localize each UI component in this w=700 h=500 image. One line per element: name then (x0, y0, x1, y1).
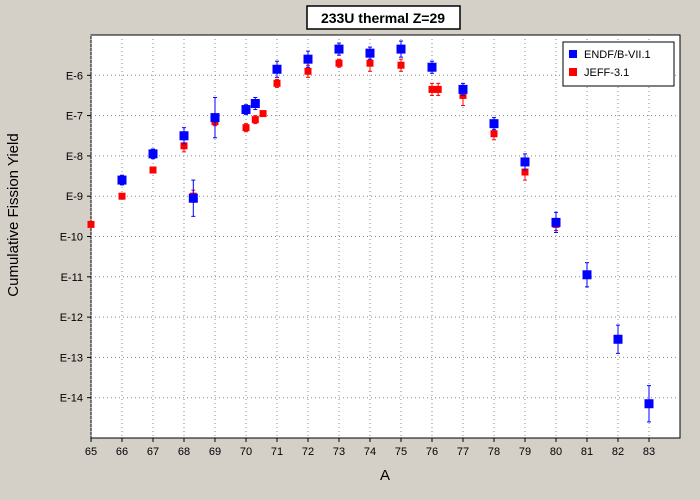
x-tick-label: 72 (302, 446, 314, 458)
legend-label-endf: ENDF/B-VII.1 (584, 49, 651, 61)
x-tick-label: 67 (147, 446, 159, 458)
title-box: 233U thermal Z=29 (306, 5, 461, 30)
data-point (210, 113, 220, 123)
data-point (180, 142, 188, 150)
plot-area (90, 34, 681, 439)
x-axis-title: A (380, 467, 390, 484)
data-point (490, 130, 498, 138)
legend-marker-endf (569, 50, 577, 58)
data-point (118, 192, 126, 200)
series-layer (87, 40, 654, 423)
data-point (521, 168, 529, 176)
data-point (188, 193, 198, 203)
x-tick-label: 78 (488, 446, 500, 458)
data-point (458, 84, 468, 94)
data-point (551, 217, 561, 227)
data-point (87, 220, 95, 228)
y-tick-label: E-6 (66, 70, 83, 82)
data-point (434, 85, 442, 93)
y-tick-label: E-12 (60, 312, 83, 324)
data-point (397, 61, 405, 69)
data-point (489, 119, 499, 129)
data-point (272, 64, 282, 74)
x-tick-label: 69 (209, 446, 221, 458)
data-point (241, 105, 251, 115)
legend-label-jeff: JEFF-3.1 (584, 67, 629, 79)
data-point (117, 175, 127, 185)
data-point (242, 124, 250, 132)
y-tick-label: E-10 (60, 232, 83, 244)
legend: ENDF/B-VII.1 JEFF-3.1 (562, 41, 675, 87)
data-point (251, 116, 259, 124)
x-tick-label: 71 (271, 446, 283, 458)
data-point (273, 79, 281, 87)
x-tick-label: 70 (240, 446, 252, 458)
y-tick-label: E-8 (66, 151, 83, 163)
y-tick-label: E-11 (61, 272, 83, 284)
x-tick-label: 81 (581, 446, 593, 458)
y-tick-label: E-13 (60, 352, 83, 364)
data-point (303, 54, 313, 64)
y-axis-title: Cumulative Fission Yield (5, 133, 22, 296)
data-point (179, 131, 189, 141)
data-point (396, 44, 406, 54)
y-tick-label: E-7 (66, 111, 83, 123)
data-point (250, 99, 260, 109)
data-point (148, 149, 158, 159)
data-point (427, 62, 437, 72)
data-point (613, 334, 623, 344)
x-tick-label: 68 (178, 446, 190, 458)
x-tick-label: 65 (85, 446, 97, 458)
x-tick-label: 75 (395, 446, 407, 458)
x-tick-label: 82 (612, 446, 624, 458)
legend-marker-jeff (569, 68, 577, 76)
data-point (334, 44, 344, 54)
x-tick-label: 66 (116, 446, 128, 458)
data-point (304, 67, 312, 75)
chart-title: 233U thermal Z=29 (321, 10, 445, 26)
data-point (366, 59, 374, 67)
data-point (520, 157, 530, 167)
x-tick-label: 77 (457, 446, 469, 458)
x-tick-label: 74 (364, 446, 376, 458)
x-tick-label: 73 (333, 446, 345, 458)
data-point (428, 85, 436, 93)
x-tick-label: 83 (643, 446, 655, 458)
x-tick-label: 80 (550, 446, 562, 458)
data-point (365, 48, 375, 58)
data-point (149, 166, 157, 174)
x-tick-label: 76 (426, 446, 438, 458)
series-endf (117, 40, 654, 423)
x-tick-label: 79 (519, 446, 531, 458)
y-tick-label: E-9 (66, 191, 83, 203)
x-axis-ticks: 65 66 67 68 69 70 71 72 73 74 75 76 77 78 79 80 81 82 83 (85, 438, 655, 458)
data-point (582, 270, 592, 280)
y-axis-ticks: E-6 E-7 E-8 E-9 E-10 E-11 E-12 E-13 E-14 (60, 70, 91, 405)
y-tick-label: E-14 (60, 393, 83, 405)
data-point (335, 59, 343, 67)
data-point (259, 110, 267, 118)
data-point (644, 399, 654, 409)
